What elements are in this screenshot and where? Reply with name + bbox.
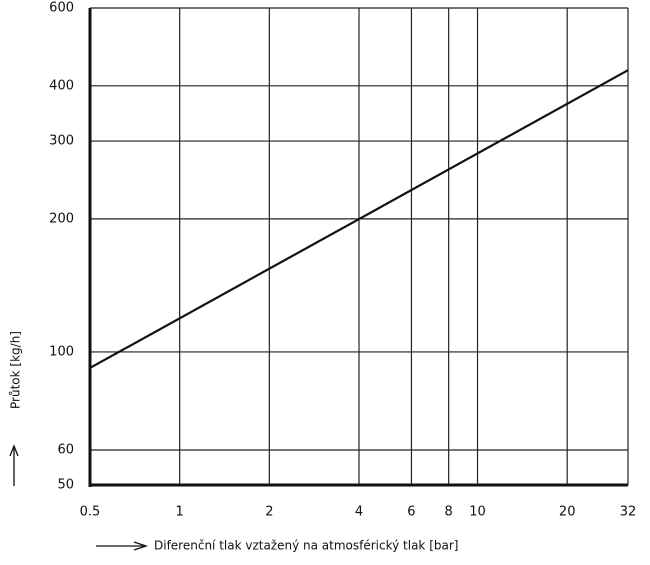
x-tick-label: 10 xyxy=(469,505,486,520)
y-tick-label: 60 xyxy=(57,443,74,458)
x-arrow-head xyxy=(133,541,149,551)
x-tick-label: 20 xyxy=(559,505,576,520)
data-line xyxy=(89,69,629,369)
x-tick-label: 0.5 xyxy=(80,505,101,520)
x-tick-label: 8 xyxy=(445,505,453,520)
y-tick-label: 600 xyxy=(49,1,74,16)
y-axis-label: Průtok [kg/h] xyxy=(9,331,23,409)
arrows xyxy=(9,444,149,551)
x-tick-label: 32 xyxy=(620,505,637,520)
y-tick-label: 400 xyxy=(49,78,74,93)
y-tick-label: 300 xyxy=(49,134,74,149)
y-arrow-head xyxy=(9,444,19,457)
y-tick-label: 200 xyxy=(49,211,74,226)
x-axis-label: Diferenční tlak vztažený na atmosférický… xyxy=(154,539,458,553)
y-tick-label: 50 xyxy=(57,478,74,493)
x-tick-label: 4 xyxy=(355,505,363,520)
x-tick-label: 2 xyxy=(265,505,273,520)
x-tick-label: 6 xyxy=(407,505,415,520)
y-tick-label: 100 xyxy=(49,344,74,359)
x-tick-label: 1 xyxy=(176,505,184,520)
